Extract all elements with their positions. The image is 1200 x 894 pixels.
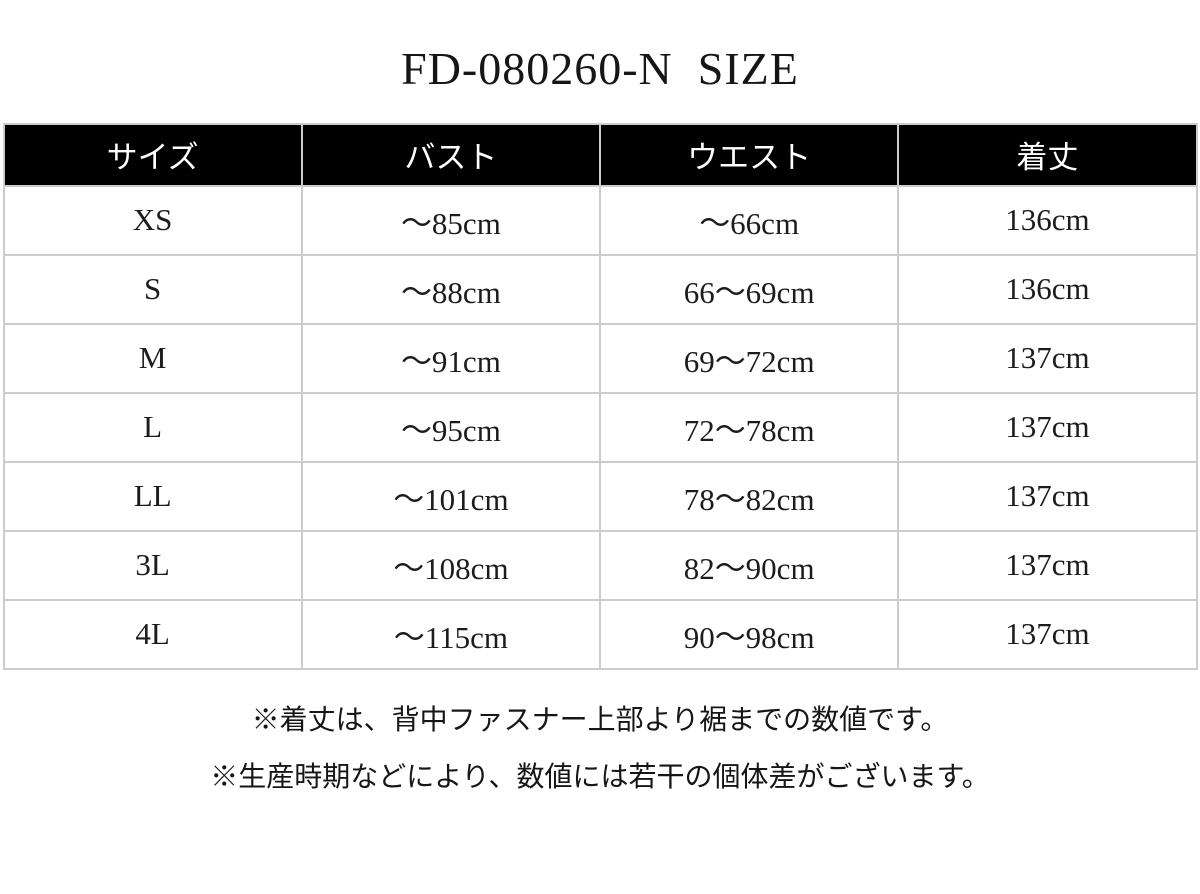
table-row-s: S ～88cm 66～69cm 136cm <box>2 253 1198 325</box>
waist-cell: 78～82cm <box>598 460 900 532</box>
size-table: サイズ バスト ウエスト 着丈 XS ～85cm ～66cm 136cm S ～… <box>2 122 1198 670</box>
size-cell: XS <box>2 184 303 256</box>
bust-cell: ～91cm <box>300 322 602 394</box>
waist-cell: 90～98cm <box>598 598 900 670</box>
size-cell: LL <box>2 460 303 532</box>
note-length-measurement: ※着丈は、背中ファスナー上部より裾までの数値です。 <box>251 704 949 736</box>
length-cell: 137cm <box>897 460 1198 532</box>
size-cell: L <box>2 391 303 463</box>
length-cell: 137cm <box>897 529 1198 601</box>
waist-cell: 66～69cm <box>598 253 900 325</box>
note-individual-variance: ※生産時期などにより、数値には若干の個体差がございます。 <box>210 761 990 793</box>
waist-cell: ～66cm <box>598 184 900 256</box>
bust-cell: ～88cm <box>300 253 602 325</box>
size-cell: M <box>2 322 303 394</box>
bust-cell: ～101cm <box>300 460 602 532</box>
header-waist: ウエスト <box>598 122 900 187</box>
page-title: FD-080260-N SIZE <box>401 43 799 94</box>
table-row-xs: XS ～85cm ～66cm 136cm <box>2 184 1198 256</box>
size-cell: 4L <box>2 598 303 670</box>
header-row: サイズ バスト ウエスト 着丈 <box>2 122 1198 187</box>
length-cell: 136cm <box>897 184 1198 256</box>
waist-cell: 69～72cm <box>598 322 900 394</box>
size-table-body: XS ～85cm ～66cm 136cm S ～88cm 66～69cm 136… <box>2 184 1198 670</box>
size-chart-page: FD-080260-N SIZE サイズ バスト ウエスト 着丈 XS ～85c… <box>0 43 1200 894</box>
header-length: 着丈 <box>897 122 1198 187</box>
notes-section: ※着丈は、背中ファスナー上部より裾までの数値です。 ※生産時期などにより、数値に… <box>0 704 1200 793</box>
size-cell: 3L <box>2 529 303 601</box>
table-row-l: L ～95cm 72～78cm 137cm <box>2 391 1198 463</box>
waist-cell: 82～90cm <box>598 529 900 601</box>
table-row-m: M ～91cm 69～72cm 137cm <box>2 322 1198 394</box>
bust-cell: ～115cm <box>300 598 602 670</box>
length-cell: 137cm <box>897 391 1198 463</box>
bust-cell: ～108cm <box>300 529 602 601</box>
length-cell: 137cm <box>897 322 1198 394</box>
size-cell: S <box>2 253 303 325</box>
length-cell: 136cm <box>897 253 1198 325</box>
table-row-ll: LL ～101cm 78～82cm 137cm <box>2 460 1198 532</box>
size-table-head: サイズ バスト ウエスト 着丈 <box>2 122 1198 187</box>
table-row-4l: 4L ～115cm 90～98cm 137cm <box>2 598 1198 670</box>
header-bust: バスト <box>300 122 602 187</box>
bust-cell: ～85cm <box>300 184 602 256</box>
header-size: サイズ <box>2 122 303 187</box>
waist-cell: 72～78cm <box>598 391 900 463</box>
table-row-3l: 3L ～108cm 82～90cm 137cm <box>2 529 1198 601</box>
bust-cell: ～95cm <box>300 391 602 463</box>
length-cell: 137cm <box>897 598 1198 670</box>
